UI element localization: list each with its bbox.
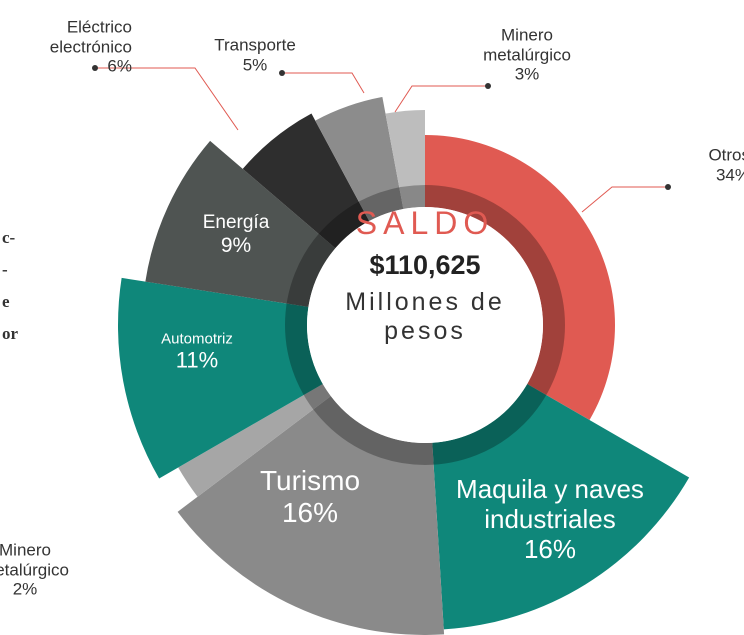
- leader-dot: [92, 65, 98, 71]
- slice-label: Maquila y naves industriales 16%: [415, 474, 685, 565]
- category-label: Maquila y naves industriales: [456, 474, 644, 535]
- value-label: 3%: [514, 64, 540, 84]
- leader-dot: [279, 70, 285, 76]
- side-text: or: [2, 324, 19, 343]
- slice-label: Turismo 16%: [210, 465, 410, 529]
- leader-line: [95, 67, 239, 131]
- value-label: 2%: [12, 579, 38, 599]
- pie-slice: [385, 110, 425, 210]
- side-text: -: [2, 260, 8, 279]
- slice-label: Otros34%: [660, 145, 744, 184]
- pie-slice: [118, 277, 323, 479]
- value-label: 11%: [175, 347, 219, 373]
- center-disc: [307, 207, 543, 443]
- slice-label: Minero metalúrgico2%: [0, 541, 80, 600]
- inner-ring: [285, 185, 565, 465]
- value-label: 16%: [281, 497, 339, 528]
- pie-slice: [145, 140, 336, 307]
- leader-line: [581, 186, 668, 213]
- slice-label: Automotriz 11%: [127, 331, 267, 374]
- pie-slice: [242, 113, 370, 249]
- slice-label: Transporte 5%: [200, 35, 310, 74]
- leader-line: [394, 85, 488, 113]
- category-label: Transporte: [214, 35, 296, 55]
- value-label: 6%: [107, 56, 132, 76]
- value-label: 34%: [715, 165, 744, 184]
- category-label: Turismo: [259, 464, 361, 496]
- side-text: c-: [2, 228, 16, 247]
- center-value: $110,625: [369, 250, 481, 280]
- value-label: 9%: [220, 233, 252, 257]
- pie-slice: [425, 135, 615, 420]
- center-title: SALDO: [355, 205, 495, 241]
- pie-slice: [432, 384, 690, 630]
- pie-slice: [177, 396, 445, 635]
- pie-slice: [178, 384, 331, 497]
- pie-slice: [315, 96, 404, 222]
- value-label: 16%: [523, 533, 577, 564]
- leader-dot: [665, 184, 671, 190]
- side-text: e: [2, 292, 10, 311]
- category-label: Minero metalúrgico: [0, 540, 69, 580]
- slice-label: Energía 9%: [176, 212, 296, 258]
- center-unit: Millones de pesos: [345, 288, 505, 345]
- category-label: Energía: [202, 212, 270, 234]
- category-label: Minero metalúrgico: [483, 25, 571, 65]
- value-label: 5%: [242, 55, 268, 74]
- category-label: Otros: [708, 145, 744, 165]
- category-label: Automotriz: [161, 330, 233, 348]
- leader-line: [282, 72, 365, 94]
- leader-dot: [485, 83, 491, 89]
- slice-label: Eléctrico electrónico 6%: [12, 18, 132, 77]
- category-label: Eléctrico electrónico: [49, 17, 132, 57]
- slice-label: Minero metalúrgico 3%: [467, 26, 587, 85]
